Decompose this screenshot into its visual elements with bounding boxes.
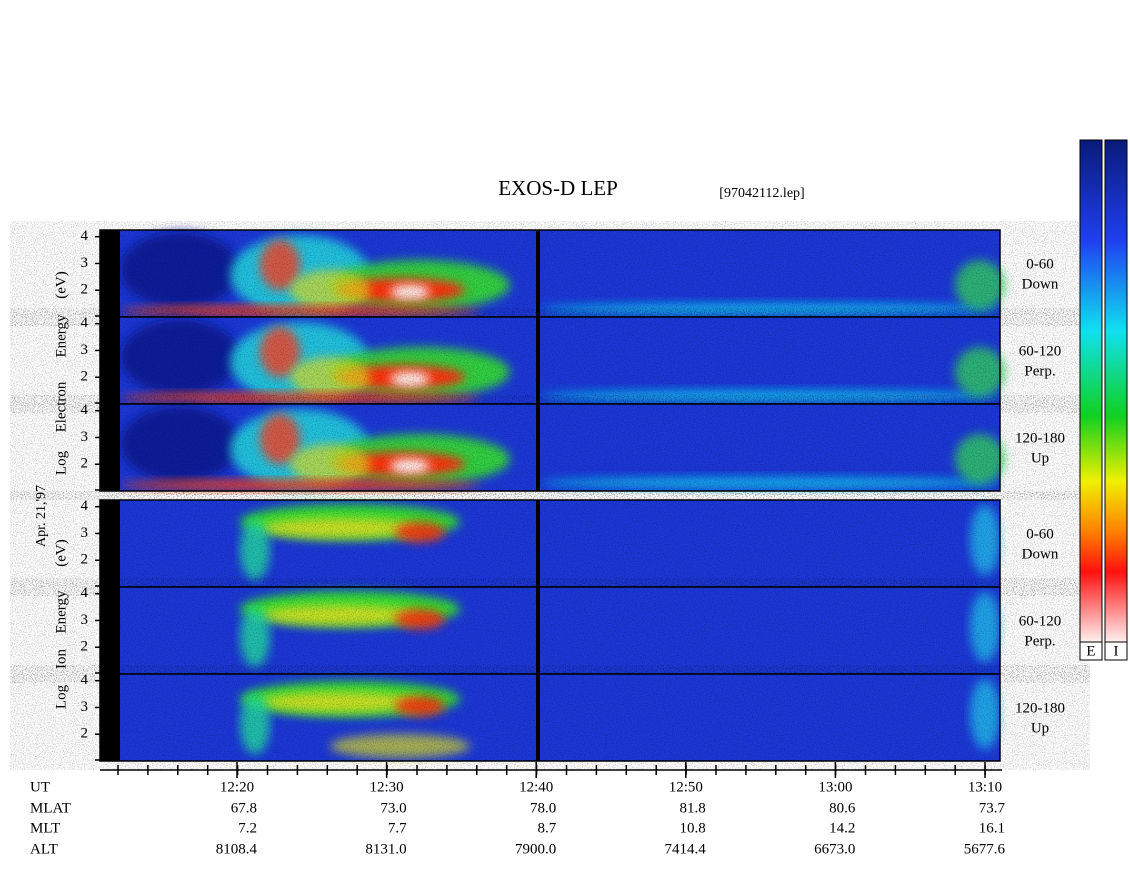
panel-frame bbox=[99, 403, 1001, 492]
orbit-value: 8.7 bbox=[537, 820, 556, 836]
pitch-range: 0-60 bbox=[1026, 256, 1054, 272]
y-tick-label: 4 bbox=[81, 228, 89, 244]
orbit-value: 8108.4 bbox=[216, 841, 258, 857]
orbit-value: 8131.0 bbox=[365, 841, 406, 857]
spectrograms bbox=[99, 229, 1005, 762]
y-tick-label: 2 bbox=[81, 726, 89, 742]
pitch-direction: Perp. bbox=[1024, 363, 1055, 379]
orbit-value: 81.8 bbox=[680, 800, 706, 816]
colorbar-box bbox=[1104, 641, 1128, 661]
panel-noise bbox=[100, 230, 1000, 317]
pitch-direction: Down bbox=[1022, 546, 1059, 562]
colorbar-i bbox=[1104, 139, 1128, 643]
pitch-direction: Up bbox=[1031, 720, 1049, 736]
axis-label: (eV) bbox=[53, 271, 69, 298]
gap-line bbox=[536, 674, 540, 761]
y-tick-label: 2 bbox=[81, 282, 89, 298]
y-tick-label: 2 bbox=[81, 456, 89, 472]
ut-label: 12:50 bbox=[669, 779, 703, 795]
ut-label: 13:10 bbox=[968, 779, 1002, 795]
panel-noise bbox=[100, 587, 1000, 674]
orbit-value: 67.8 bbox=[231, 800, 257, 816]
row-label: MLT bbox=[30, 820, 60, 836]
colorbar-label: E bbox=[1086, 643, 1095, 659]
orbit-value: 73.7 bbox=[979, 800, 1006, 816]
pitch-direction: Up bbox=[1031, 450, 1049, 466]
y-tick-label: 4 bbox=[81, 402, 89, 418]
y-tick-label: 3 bbox=[81, 612, 89, 628]
ut-label: 12:40 bbox=[519, 779, 553, 795]
pitch-range: 60-120 bbox=[1019, 613, 1062, 629]
gap-line bbox=[536, 500, 540, 587]
y-tick-label: 4 bbox=[81, 315, 89, 331]
y-tick-label: 4 bbox=[81, 585, 89, 601]
y-tick-label: 4 bbox=[81, 672, 89, 688]
y-tick-label: 3 bbox=[81, 342, 89, 358]
orbit-value: 7414.4 bbox=[665, 841, 707, 857]
y-tick-label: 3 bbox=[81, 429, 89, 445]
axis-label: Log bbox=[53, 684, 69, 709]
axis-label: Log bbox=[53, 450, 69, 475]
panel-noise bbox=[100, 500, 1000, 587]
orbit-value: 7.2 bbox=[238, 820, 257, 836]
orbit-value: 10.8 bbox=[680, 820, 706, 836]
colorbar-e bbox=[1079, 139, 1103, 643]
gap-line bbox=[536, 230, 540, 317]
gap-line bbox=[536, 317, 540, 404]
orbit-value: 7900.0 bbox=[515, 841, 556, 857]
orbit-value: 80.6 bbox=[829, 800, 856, 816]
pitch-range: 60-120 bbox=[1019, 343, 1062, 359]
y-tick-label: 2 bbox=[81, 639, 89, 655]
pitch-range: 120-180 bbox=[1015, 430, 1065, 446]
date: Apr. 21,'97 bbox=[34, 485, 49, 547]
left-strip bbox=[100, 587, 120, 674]
y-tick-label: 4 bbox=[81, 498, 89, 514]
colorbar-label: I bbox=[1114, 643, 1119, 659]
ut-label: 12:30 bbox=[370, 779, 404, 795]
y-tick-label: 3 bbox=[81, 255, 89, 271]
orbit-value: 7.7 bbox=[388, 820, 407, 836]
left-strip bbox=[100, 404, 120, 491]
row-label: MLAT bbox=[30, 800, 71, 816]
panel-noise bbox=[100, 317, 1000, 404]
pitch-range: 0-60 bbox=[1026, 526, 1054, 542]
pitch-direction: Perp. bbox=[1024, 633, 1055, 649]
ut-label: 12:20 bbox=[220, 779, 254, 795]
pitch-direction: Down bbox=[1022, 276, 1059, 292]
axis-label: Energy bbox=[53, 314, 69, 358]
pitch-range: 120-180 bbox=[1015, 700, 1065, 716]
y-tick-label: 3 bbox=[81, 525, 89, 541]
left-strip bbox=[100, 674, 120, 761]
axis-label: Ion bbox=[53, 649, 69, 669]
row-label: UT bbox=[30, 779, 50, 795]
row-label: ALT bbox=[30, 841, 58, 857]
y-tick-label: 2 bbox=[81, 369, 89, 385]
title: EXOS-D LEP bbox=[498, 176, 618, 200]
colorbar-box bbox=[1079, 641, 1103, 661]
panel-noise bbox=[100, 404, 1000, 491]
orbit-value: 14.2 bbox=[829, 820, 855, 836]
gap-line bbox=[536, 587, 540, 674]
axis-label: (eV) bbox=[53, 539, 69, 566]
left-strip bbox=[100, 317, 120, 404]
orbit-value: 6673.0 bbox=[814, 841, 855, 857]
left-strip bbox=[100, 500, 120, 587]
orbit-value: 5677.6 bbox=[964, 841, 1006, 857]
axis-label: Energy bbox=[53, 590, 69, 634]
y-tick-label: 2 bbox=[81, 552, 89, 568]
y-tick-label: 3 bbox=[81, 699, 89, 715]
axis-label: Electron bbox=[53, 381, 69, 432]
orbit-value: 73.0 bbox=[380, 800, 406, 816]
panel-noise bbox=[100, 674, 1000, 761]
ut-label: 13:00 bbox=[818, 779, 852, 795]
orbit-value: 78.0 bbox=[530, 800, 556, 816]
panel-frame bbox=[99, 673, 1001, 762]
gap-line bbox=[536, 404, 540, 491]
orbit-value: 16.1 bbox=[979, 820, 1005, 836]
left-strip bbox=[100, 230, 120, 317]
file-name: [97042112.lep] bbox=[719, 186, 804, 201]
